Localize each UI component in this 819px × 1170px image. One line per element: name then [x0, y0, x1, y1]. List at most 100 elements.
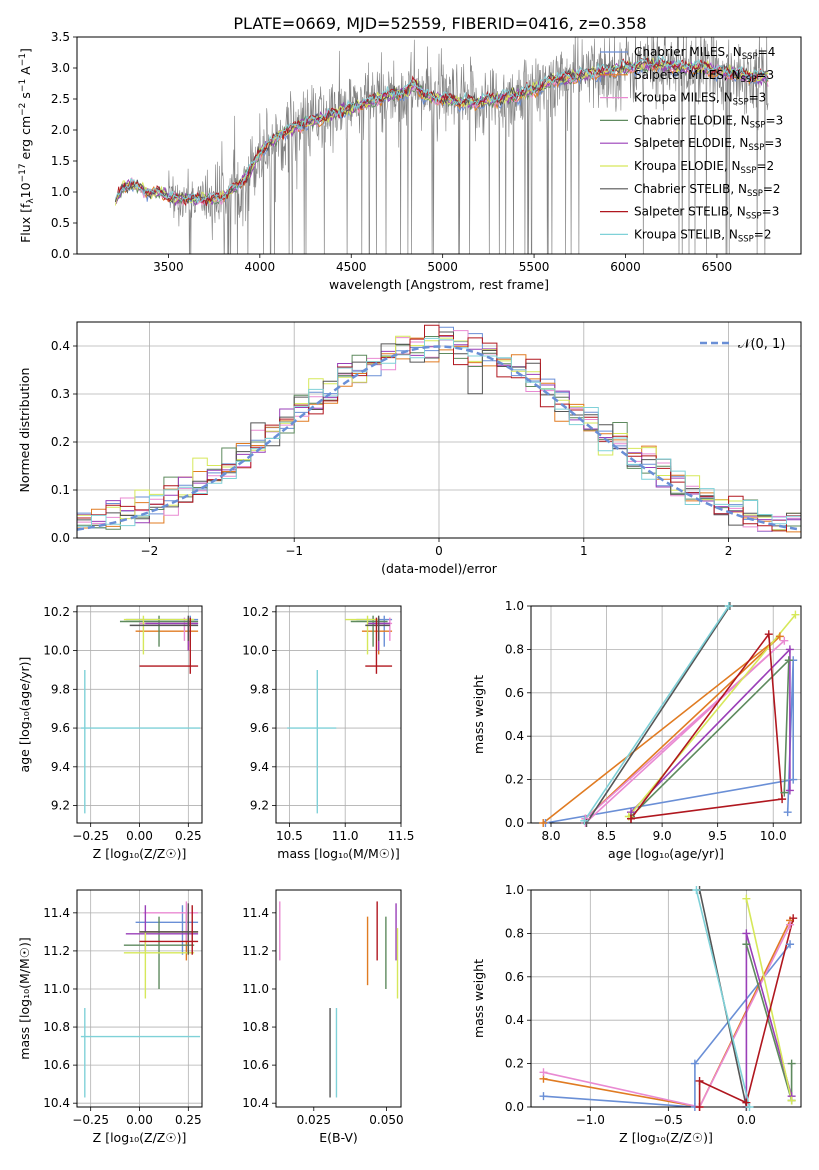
grid [77, 606, 202, 823]
y-tick-label: 2.5 [51, 92, 70, 106]
weight-marker [695, 1076, 704, 1085]
x-axis-label: age [log₁₀(age/yr)] [608, 846, 724, 861]
errorbar-point-7 [365, 615, 390, 641]
errorbar-point-8 [139, 617, 199, 674]
weight-marker [764, 630, 773, 639]
weight-marker [786, 920, 795, 929]
x-tick-label: −0.25 [72, 1113, 109, 1127]
panel-weight-vs-Z: −1.0 −0.5 0.0 0.0 0.2 0.4 0.6 0.8 1.0 Z [log₁₀(Z/… [471, 883, 802, 1145]
x-tick-label: 0.025 [297, 1113, 331, 1127]
x-tick-label: 5500 [519, 260, 550, 274]
weight-marker [787, 1096, 796, 1105]
legend-label: Chabrier STELIB, NSSP=2 [634, 182, 781, 199]
weight-marker [780, 788, 789, 797]
normal-reference-curve [77, 345, 801, 531]
y-axis-label: mass [log₁₀(M/M☉)] [17, 937, 32, 1059]
x-axis-label: mass [log₁₀(M/M☉)] [277, 846, 399, 861]
weight-marker [787, 1059, 796, 1068]
errorbar-point-0 [287, 669, 337, 814]
weight-marker [695, 1103, 704, 1111]
panel-weight-vs-age: 8.0 8.5 9.0 9.5 10.0 0.0 0.2 0.4 0.6 0.8 1.0 age [l… [471, 599, 802, 861]
weight-marker [580, 816, 589, 825]
x-tick-label: 0.050 [369, 1113, 403, 1127]
x-tick-label: 8.5 [597, 829, 616, 843]
y-tick-label: 9.4 [51, 760, 70, 774]
errorbar-point-5 [125, 905, 199, 951]
y-tick-label: 0.1 [51, 483, 70, 497]
axes-frame [530, 605, 802, 824]
axes-frame [76, 321, 802, 539]
x-axis-label: Z [log₁₀(Z/Z☉)] [619, 1130, 713, 1145]
x-tick-label: 0.25 [175, 829, 202, 843]
axes-frame [275, 889, 402, 1108]
y-tick-label: 10.6 [43, 1058, 70, 1072]
y-tick-label: 0.8 [505, 642, 524, 656]
weight-series-2 [543, 924, 791, 1107]
legend-label: 𝒩(0, 1) [738, 337, 785, 352]
x-axis-label: E(B-V) [319, 1130, 358, 1145]
x-tick-label: 6500 [702, 260, 733, 274]
x-tick-label: 4500 [336, 260, 367, 274]
x-tick-label: 0 [435, 544, 443, 558]
weight-series-0 [543, 943, 791, 1107]
x-tick-label: 9.0 [653, 829, 672, 843]
weight-series-1 [542, 635, 781, 823]
histogram-7 [77, 324, 801, 532]
plot-area [287, 615, 393, 814]
x-tick-label: 0.25 [175, 1113, 202, 1127]
x-tick-label: −1 [285, 544, 303, 558]
errorbar-point-6 [345, 615, 379, 655]
x-axis-label: Z [log₁₀(Z/Z☉)] [93, 846, 187, 861]
y-tick-label: 1.5 [51, 154, 70, 168]
y-tick-label: 9.6 [250, 721, 269, 735]
plot-area [77, 324, 801, 533]
axes-frame [76, 36, 802, 255]
weight-marker [742, 940, 751, 949]
y-tick-label: 1.0 [505, 599, 524, 613]
y-tick-label: 0.0 [505, 816, 524, 830]
panel-mass-vs-Z: −0.25 0.00 0.25 10.4 10.6 10.8 11.0 11.2 11.4 Z [… [17, 889, 203, 1145]
errorbar-point-6 [123, 931, 195, 999]
weight-series-8 [583, 606, 730, 822]
legend-label: Salpeter ELODIE, NSSP=3 [634, 136, 782, 153]
x-tick-label: 8.0 [541, 829, 560, 843]
y-tick-label: 10.6 [242, 1058, 269, 1072]
weight-marker [780, 636, 789, 645]
weight-series-8 [695, 890, 751, 1107]
axes-frame [76, 889, 203, 1108]
weight-marker [742, 1098, 751, 1107]
weight-marker [690, 1059, 699, 1068]
x-tick-label: 10.5 [276, 829, 303, 843]
y-tick-label: 11.0 [242, 982, 269, 996]
y-tick-label: 9.4 [250, 760, 269, 774]
x-tick-label: 2 [725, 544, 733, 558]
panel-spectrum: 3500 4000 4500 5000 5500 6000 6500 0.0 0.5 1.0 1.5… [18, 30, 802, 292]
x-axis-label: wavelength [Angstrom, rest frame] [329, 277, 549, 292]
y-tick-label: 0.6 [505, 686, 524, 700]
errorbar-point-8 [365, 617, 393, 674]
weight-marker [778, 795, 787, 804]
weight-marker [784, 656, 793, 665]
y-tick-label: 3.0 [51, 61, 70, 75]
y-axis-label: Flux [fλ10−17 erg cm−2 s−1 A−1] [18, 48, 36, 243]
y-tick-label: 9.8 [250, 682, 269, 696]
errorbar-point-3 [143, 901, 199, 942]
y-axis-label: Normed distribution [17, 368, 32, 493]
y-tick-label: 9.8 [51, 682, 70, 696]
axes-frame [76, 605, 203, 824]
x-tick-label: 0.0 [737, 1113, 756, 1127]
y-tick-label: 9.2 [250, 799, 269, 813]
panel-mass-vs-ebv: 0.025 0.050 10.4 10.6 10.8 11.0 11.2 11.4 E(B-V) [242, 889, 404, 1145]
x-tick-label: 11.0 [332, 829, 359, 843]
grid [276, 606, 402, 823]
panel-age-vs-mass: 10.5 11.0 11.5 9.2 9.4 9.6 9.8 10.0 10.2 mass [lo… [242, 605, 414, 861]
y-axis-label: mass weight [471, 959, 486, 1038]
x-axis-label: (data-model)/error [381, 561, 498, 576]
y-tick-label: 11.0 [43, 982, 70, 996]
y-tick-label: 0.2 [51, 435, 70, 449]
y-tick-label: 0.8 [505, 926, 524, 940]
x-tick-label: 6000 [610, 260, 641, 274]
plot-area [80, 901, 201, 1098]
y-tick-label: 1.0 [505, 883, 524, 897]
legend-label: Salpeter MILES, NSSP=3 [634, 68, 774, 85]
